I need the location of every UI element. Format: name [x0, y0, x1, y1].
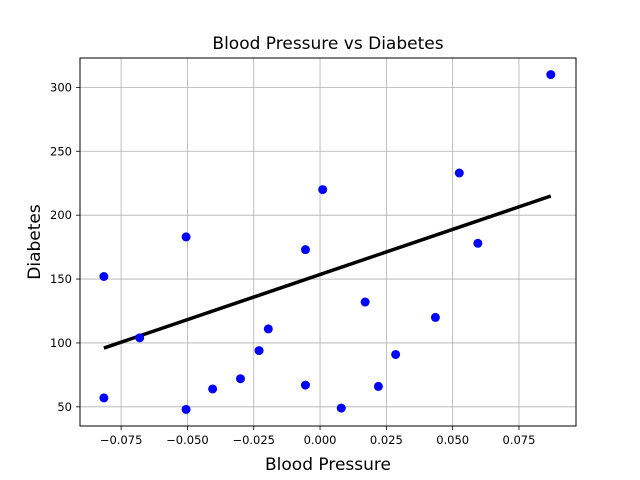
axis-ticks: −0.075 −0.050 −0.025 0.000 0.025 0.050 0.075 50…	[50, 80, 535, 447]
y-tick-label: 50	[57, 400, 72, 414]
x-tick-label: −0.050	[166, 433, 209, 447]
data-point	[546, 70, 556, 80]
data-point	[336, 403, 346, 413]
y-tick-label: 300	[50, 80, 72, 94]
x-tick-label: −0.075	[100, 433, 143, 447]
y-tick-label: 100	[50, 336, 72, 350]
data-point	[318, 185, 328, 195]
plot-frame	[79, 57, 577, 427]
scatter-points	[99, 70, 556, 414]
data-point	[430, 312, 440, 322]
y-tick-label: 150	[50, 272, 72, 286]
data-point	[235, 374, 245, 384]
y-axis-title: Diabetes	[25, 204, 45, 280]
chart-title: Blood Pressure vs Diabetes	[212, 34, 443, 54]
data-point	[181, 404, 191, 414]
x-axis-title: Blood Pressure	[265, 455, 391, 475]
data-point	[300, 245, 310, 255]
x-tick-label: 0.025	[370, 433, 403, 447]
data-point	[208, 384, 218, 394]
x-tick-label: −0.025	[232, 433, 275, 447]
data-point	[99, 393, 109, 403]
x-tick-label: 0.050	[436, 433, 469, 447]
data-point	[473, 238, 483, 248]
data-point	[135, 333, 145, 343]
x-tick-label: 0.000	[304, 433, 337, 447]
data-point	[254, 346, 264, 356]
data-point	[360, 297, 370, 307]
data-point	[99, 272, 109, 281]
data-point	[454, 168, 464, 178]
data-point	[181, 232, 191, 242]
grid-lines	[80, 58, 576, 426]
data-point	[300, 380, 310, 390]
regression-line-group	[103, 194, 552, 350]
regression-line	[103, 194, 552, 350]
y-tick-label: 200	[50, 208, 72, 222]
data-point	[391, 349, 401, 359]
data-point	[263, 324, 273, 334]
x-tick-label: 0.075	[503, 433, 536, 447]
data-point	[373, 381, 383, 391]
y-tick-label: 250	[50, 144, 72, 158]
